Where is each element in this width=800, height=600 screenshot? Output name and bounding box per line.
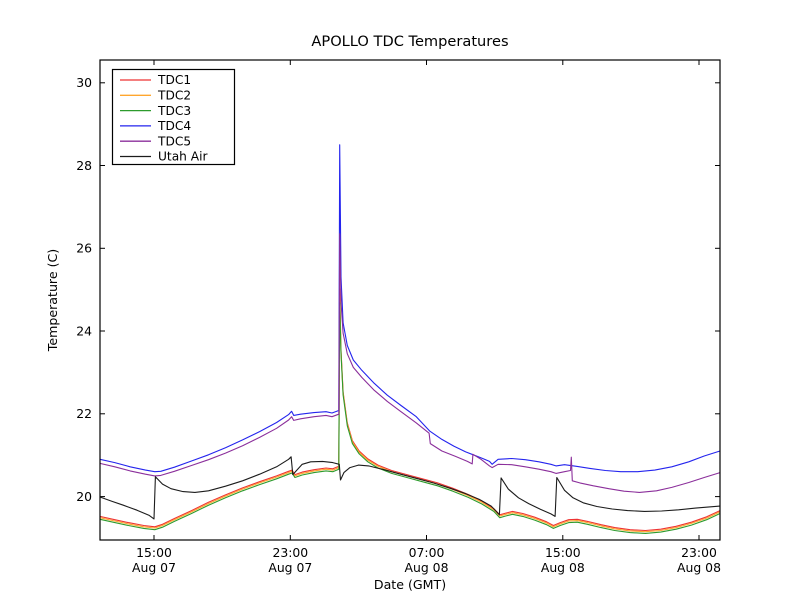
y-tick-label: 28 [76, 158, 92, 173]
series-line-tdc4 [99, 144, 721, 473]
x-axis-label: Date (GMT) [374, 577, 446, 592]
legend-label-tdc2: TDC2 [157, 89, 191, 103]
y-axis-label: Temperature (C) [45, 249, 60, 352]
x-tick-label-time: 15:00 [545, 545, 581, 560]
chart-title: APOLLO TDC Temperatures [311, 33, 508, 50]
x-tick-label-date: Aug 08 [677, 560, 721, 575]
series-line-tdc2 [99, 295, 721, 533]
x-tick-label-date: Aug 07 [268, 560, 312, 575]
series-line-tdc1 [99, 288, 721, 532]
x-tick-label-time: 23:00 [681, 545, 717, 560]
x-tick-label-time: 15:00 [136, 545, 172, 560]
y-tick-label: 20 [76, 489, 92, 504]
legend-label-tdc4: TDC4 [157, 119, 191, 133]
series-line-utah-air [99, 456, 721, 520]
y-tick-label: 26 [76, 241, 92, 256]
x-tick-label-date: Aug 07 [132, 560, 176, 575]
y-tick-label: 30 [76, 75, 92, 90]
plot-border [99, 59, 721, 541]
x-tick-label-date: Aug 08 [405, 560, 449, 575]
legend-label-utah-air: Utah Air [158, 150, 208, 164]
x-tick-label-date: Aug 08 [541, 560, 585, 575]
legend-label-tdc5: TDC5 [157, 134, 191, 148]
y-tick-label: 22 [76, 406, 92, 421]
x-tick-label-time: 07:00 [409, 545, 445, 560]
series-line-tdc5 [99, 233, 721, 493]
legend-label-tdc1: TDC1 [157, 73, 191, 87]
x-tick-label-time: 23:00 [272, 545, 308, 560]
legend-box [111, 68, 236, 166]
y-tick-label: 24 [76, 323, 92, 338]
legend-label-tdc3: TDC3 [157, 104, 191, 118]
